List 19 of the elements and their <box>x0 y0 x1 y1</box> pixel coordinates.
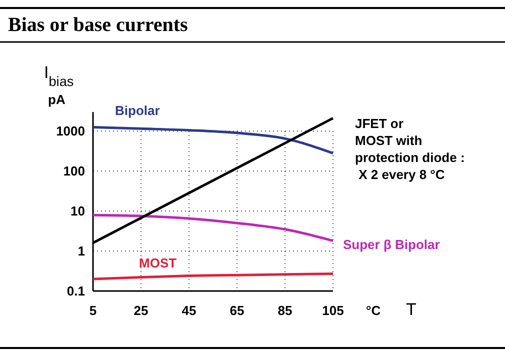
y-tick-label: 1000 <box>56 124 85 139</box>
y-tick-label: 0.1 <box>66 284 85 299</box>
x-tick-label: 65 <box>230 303 244 318</box>
x-tick-label: 5 <box>89 303 97 318</box>
y-tick-label: 10 <box>70 204 85 219</box>
series-label: Super β Bipolar <box>343 236 440 252</box>
chart-title: Bias or base currents <box>8 14 188 36</box>
x-tick-label: 45 <box>182 303 196 318</box>
line-series <box>92 214 334 242</box>
x-tick-label: 85 <box>278 303 292 318</box>
series-label: JFET or MOST with protection diode : X 2 every 8 °C <box>355 116 465 182</box>
x-tick-label: 25 <box>134 303 148 318</box>
series-label: Bipolar <box>115 103 160 118</box>
x-tick-label: 105 <box>322 303 344 318</box>
y-axis-title: I$_{bias}$ pA <box>44 63 74 107</box>
series-label: MOST <box>139 255 177 270</box>
y-tick-label: 1 <box>78 244 85 259</box>
text: °C T <box>366 300 416 319</box>
y-tick-label: 100 <box>63 164 85 179</box>
